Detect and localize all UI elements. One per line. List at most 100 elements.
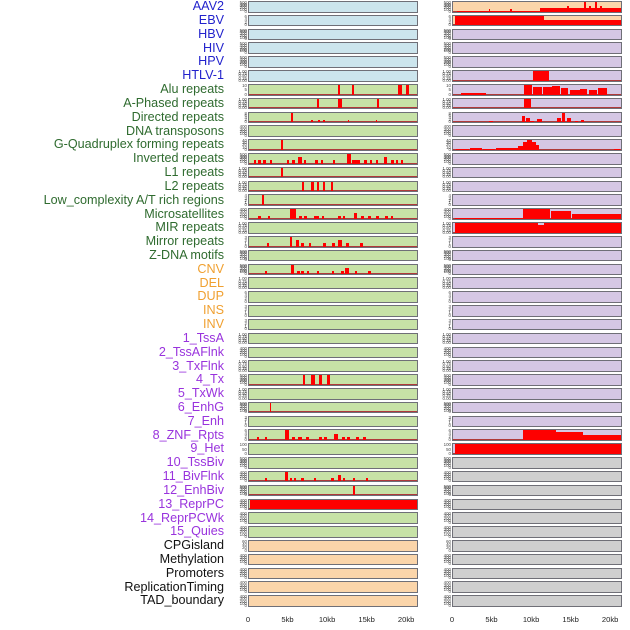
track-cnv[interactable] bbox=[248, 263, 418, 276]
track-del[interactable] bbox=[452, 277, 622, 289]
track-5-txwk[interactable] bbox=[248, 387, 418, 400]
track-tad-boundary[interactable] bbox=[248, 595, 418, 607]
track-6-enhg[interactable] bbox=[452, 401, 622, 414]
track-a-phased-repeats[interactable] bbox=[248, 97, 418, 110]
track-ebv[interactable] bbox=[248, 14, 418, 27]
track-z-dna-motifs[interactable] bbox=[452, 249, 622, 262]
track-12-enhbiv[interactable] bbox=[452, 484, 622, 497]
track-cpgisland[interactable] bbox=[248, 539, 418, 552]
track-13-reprpc[interactable] bbox=[452, 498, 622, 511]
track-promoters[interactable] bbox=[452, 567, 622, 580]
track-15-quies[interactable] bbox=[248, 526, 418, 538]
track-9-het[interactable] bbox=[452, 443, 622, 455]
track-z-dna-motifs[interactable] bbox=[248, 249, 418, 262]
track-dna-transposons[interactable] bbox=[248, 125, 418, 137]
track-replicationtiming[interactable] bbox=[452, 581, 622, 594]
track-l2-repeats[interactable] bbox=[248, 180, 418, 193]
track-tad-boundary[interactable] bbox=[452, 595, 622, 607]
track-mirror-repeats[interactable] bbox=[248, 235, 418, 248]
track-mir-repeats[interactable] bbox=[248, 222, 418, 234]
track-hbv[interactable] bbox=[248, 28, 418, 41]
track-low-complexity-a-t-rich-regions[interactable] bbox=[248, 194, 418, 207]
track-1-tssa[interactable] bbox=[248, 332, 418, 345]
track-htlv-1[interactable] bbox=[248, 70, 418, 82]
track-13-reprpc[interactable] bbox=[248, 498, 418, 511]
row-label-6-enhg: 6_EnhG bbox=[177, 399, 224, 414]
track-alu-repeats[interactable] bbox=[452, 83, 622, 96]
track-hbv[interactable] bbox=[452, 28, 622, 41]
track-9-het[interactable] bbox=[248, 443, 418, 455]
track-microsatellites[interactable] bbox=[452, 208, 622, 220]
track-microsatellites[interactable] bbox=[248, 208, 418, 220]
track-mirror-repeats[interactable] bbox=[452, 235, 622, 248]
track-5-txwk[interactable] bbox=[452, 387, 622, 400]
y-axis-ticks: 500 400 300 200 100 0 bbox=[227, 373, 247, 386]
y-tick-label: 2 bbox=[244, 295, 247, 301]
track-directed-repeats[interactable] bbox=[452, 111, 622, 124]
track-inverted-repeats[interactable] bbox=[248, 153, 418, 165]
track-1-tssa[interactable] bbox=[452, 332, 622, 345]
track-8-znf-rpts[interactable] bbox=[248, 429, 418, 441]
track-l1-repeats[interactable] bbox=[248, 166, 418, 179]
row-label-g-quadruplex-forming-repeats: G-Quadruplex forming repeats bbox=[53, 137, 224, 152]
y-tick-label: 0 bbox=[244, 326, 247, 332]
y-tick-label: 200 bbox=[239, 570, 247, 576]
y-axis-ticks: 500 400 300 200 100 0 bbox=[431, 263, 451, 276]
track-10-tssbiv[interactable] bbox=[248, 457, 418, 469]
track-mir-repeats[interactable] bbox=[452, 222, 622, 234]
track-replicationtiming[interactable] bbox=[248, 581, 418, 594]
track-hiv[interactable] bbox=[248, 42, 418, 55]
track-dup[interactable] bbox=[248, 291, 418, 303]
track-a-phased-repeats[interactable] bbox=[452, 97, 622, 110]
track-4-tx[interactable] bbox=[452, 374, 622, 386]
track-2-tssaflnk[interactable] bbox=[248, 346, 418, 359]
track-2-tssaflnk[interactable] bbox=[452, 346, 622, 359]
y-tick-label: 0 bbox=[448, 492, 451, 498]
track-7-enh[interactable] bbox=[452, 415, 622, 428]
track-methylation[interactable] bbox=[452, 553, 622, 566]
track-6-enhg[interactable] bbox=[248, 401, 418, 414]
track-hiv[interactable] bbox=[452, 42, 622, 55]
track-inverted-repeats[interactable] bbox=[452, 153, 622, 165]
track-11-bivflnk[interactable] bbox=[452, 470, 622, 483]
track-inv[interactable] bbox=[452, 318, 622, 331]
track-12-enhbiv[interactable] bbox=[248, 484, 418, 497]
track-ins[interactable] bbox=[248, 305, 418, 317]
track-3-txflnk[interactable] bbox=[248, 360, 418, 372]
track-4-tx[interactable] bbox=[248, 374, 418, 386]
track-7-enh[interactable] bbox=[248, 415, 418, 428]
track-8-znf-rpts[interactable] bbox=[452, 429, 622, 441]
track-l2-repeats[interactable] bbox=[452, 180, 622, 193]
track-ins[interactable] bbox=[452, 305, 622, 317]
track-10-tssbiv[interactable] bbox=[452, 457, 622, 469]
track-3-txflnk[interactable] bbox=[452, 360, 622, 372]
track-low-complexity-a-t-rich-regions[interactable] bbox=[452, 194, 622, 207]
track-hpv[interactable] bbox=[248, 56, 418, 68]
track-14-reprpcwk[interactable] bbox=[248, 512, 418, 524]
track-methylation[interactable] bbox=[248, 553, 418, 566]
track-del[interactable] bbox=[248, 277, 418, 289]
track-promoters[interactable] bbox=[248, 567, 418, 580]
track-directed-repeats[interactable] bbox=[248, 111, 418, 124]
track-15-quies[interactable] bbox=[452, 526, 622, 538]
track-dna-transposons[interactable] bbox=[452, 125, 622, 137]
track-hpv[interactable] bbox=[452, 56, 622, 68]
track-inv[interactable] bbox=[248, 318, 418, 331]
y-tick-label: 500 bbox=[443, 483, 451, 489]
track-dup[interactable] bbox=[452, 291, 622, 303]
track-aav2[interactable] bbox=[452, 1, 622, 13]
y-tick-label: 400 bbox=[443, 153, 451, 159]
track-cnv[interactable] bbox=[452, 263, 622, 276]
track-alu-repeats[interactable] bbox=[248, 83, 418, 96]
track-plot-area bbox=[249, 348, 417, 358]
track-ebv[interactable] bbox=[452, 14, 622, 27]
track-cpgisland[interactable] bbox=[452, 539, 622, 552]
track-11-bivflnk[interactable] bbox=[248, 470, 418, 483]
track-g-quadruplex-forming-repeats[interactable] bbox=[452, 139, 622, 151]
track-aav2[interactable] bbox=[248, 1, 418, 13]
track-g-quadruplex-forming-repeats[interactable] bbox=[248, 139, 418, 151]
track-htlv-1[interactable] bbox=[452, 70, 622, 82]
track-14-reprpcwk[interactable] bbox=[452, 512, 622, 524]
track-l1-repeats[interactable] bbox=[452, 166, 622, 179]
